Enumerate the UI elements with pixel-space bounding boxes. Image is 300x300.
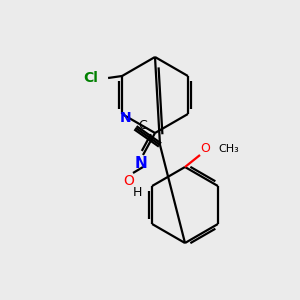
Text: CH₃: CH₃ [218, 144, 239, 154]
Text: H: H [132, 187, 142, 200]
Text: O: O [200, 142, 210, 155]
Text: N: N [120, 111, 131, 125]
Text: O: O [124, 174, 134, 188]
Text: Cl: Cl [83, 71, 98, 85]
Text: N: N [135, 155, 147, 170]
Text: C: C [138, 119, 147, 132]
